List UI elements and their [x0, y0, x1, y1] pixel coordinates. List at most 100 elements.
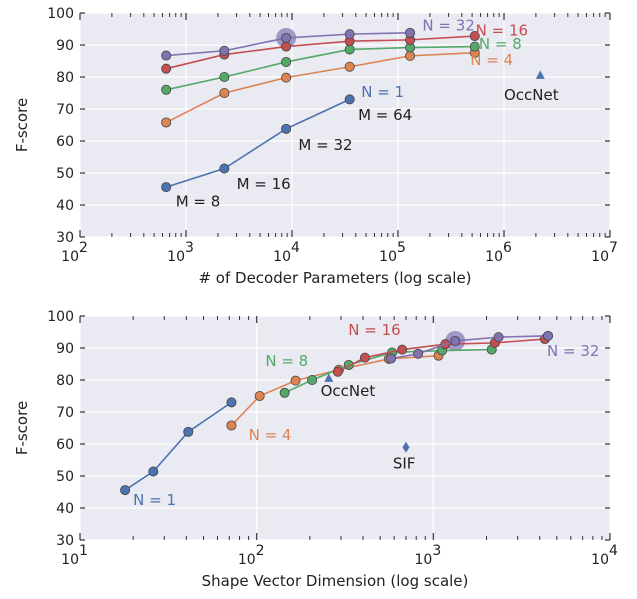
data-point-orange	[405, 50, 416, 61]
x-axis-label: # of Decoder Parameters (log scale)	[198, 269, 471, 287]
plot-background	[80, 13, 610, 237]
occnet-marker	[535, 70, 545, 79]
data-point-green	[219, 72, 230, 83]
y-tick-label: 40	[56, 501, 74, 517]
data-point-blue	[183, 426, 194, 437]
x-axis-label: Shape Vector Dimension (log scale)	[202, 572, 469, 590]
y-tick-label: 60	[56, 134, 74, 150]
x-tick-exponent: 5	[397, 240, 406, 256]
data-point-orange	[344, 61, 355, 72]
y-tick-label: 30	[56, 230, 74, 246]
data-point-green	[281, 56, 292, 67]
y-axis-label: F-score	[13, 401, 31, 455]
y-tick-label: 50	[56, 469, 74, 485]
x-tick-label: 10	[238, 552, 256, 568]
data-point-blue	[344, 94, 355, 105]
annotation-label: N = 16	[476, 21, 528, 39]
x-tick-label: 10	[415, 552, 433, 568]
data-point-blue	[120, 485, 131, 496]
data-point-purple	[543, 330, 554, 341]
data-point-blue	[281, 123, 292, 134]
x-tick-exponent: 6	[503, 240, 512, 256]
annotation-label: N = 4	[470, 51, 513, 69]
y-tick-label: 80	[56, 70, 74, 86]
data-point-blue	[148, 466, 159, 477]
data-point-orange	[290, 375, 301, 386]
series-line-green	[284, 348, 492, 394]
x-tick-exponent: 3	[432, 543, 441, 559]
x-tick-exponent: 2	[79, 240, 88, 256]
occnet-marker	[324, 373, 334, 382]
data-point-red	[332, 366, 343, 377]
annotation-label: N = 4	[249, 426, 292, 444]
series-line-red	[165, 35, 475, 70]
data-point-blue	[219, 163, 230, 174]
x-tick-exponent: 2	[256, 543, 265, 559]
data-point-red	[397, 344, 408, 355]
annotation-label: SIF	[393, 455, 416, 473]
x-tick-label: 10	[61, 552, 79, 568]
annotation-label: M = 8	[176, 192, 221, 210]
annotation-label: OccNet	[504, 86, 559, 104]
data-point-red	[469, 31, 480, 42]
x-tick-exponent: 4	[609, 543, 618, 559]
annotation-label: N = 32	[422, 17, 474, 35]
data-point-purple	[493, 332, 504, 343]
x-tick-label: 10	[379, 249, 397, 265]
y-tick-label: 50	[56, 166, 74, 182]
y-tick-label: 100	[47, 309, 74, 325]
data-point-purple	[386, 353, 397, 364]
data-point-orange	[161, 117, 172, 128]
data-point-orange	[254, 390, 265, 401]
data-point-purple	[219, 45, 230, 56]
y-tick-label: 40	[56, 198, 74, 214]
x-tick-label: 10	[485, 249, 503, 265]
y-tick-label: 80	[56, 373, 74, 389]
x-tick-exponent: 1	[79, 543, 88, 559]
y-axis-label: F-score	[13, 98, 31, 152]
series-line-blue	[165, 98, 351, 188]
data-point-blue	[226, 397, 237, 408]
plot-background	[80, 316, 610, 540]
y-tick-label: 90	[56, 341, 74, 357]
y-tick-label: 60	[56, 437, 74, 453]
series-line-orange	[165, 51, 475, 124]
data-point-blue	[161, 182, 172, 193]
data-point-green	[469, 41, 480, 52]
annotation-label: M = 32	[298, 136, 352, 154]
series-line-blue	[124, 401, 232, 491]
annotation-label: M = 16	[237, 175, 291, 193]
x-tick-label: 10	[591, 552, 609, 568]
data-point-red	[281, 41, 292, 52]
annotation-label: N = 1	[133, 491, 176, 509]
annotation-label: N = 16	[348, 321, 400, 339]
annotation-label: N = 8	[479, 35, 522, 53]
annotation-label: OccNet	[321, 382, 376, 400]
data-point-green	[307, 374, 318, 385]
data-point-orange	[219, 88, 230, 99]
x-tick-exponent: 3	[185, 240, 194, 256]
data-point-green	[161, 84, 172, 95]
data-point-red	[161, 63, 172, 74]
annotation-label: M = 64	[358, 106, 412, 124]
y-tick-label: 100	[47, 6, 74, 22]
data-point-purple	[161, 50, 172, 61]
data-point-purple	[281, 32, 292, 43]
series-line-green	[165, 45, 475, 91]
y-tick-label: 30	[56, 533, 74, 549]
x-tick-exponent: 4	[291, 240, 300, 256]
y-tick-label: 70	[56, 102, 74, 118]
data-point-purple	[413, 348, 424, 359]
annotation-label: N = 32	[547, 342, 599, 360]
data-point-purple	[344, 29, 355, 40]
x-tick-label: 10	[591, 249, 609, 265]
data-point-red	[359, 352, 370, 363]
data-point-green	[279, 387, 290, 398]
y-tick-label: 70	[56, 405, 74, 421]
x-tick-label: 10	[61, 249, 79, 265]
annotation-label: N = 8	[265, 352, 308, 370]
x-tick-label: 10	[273, 249, 291, 265]
